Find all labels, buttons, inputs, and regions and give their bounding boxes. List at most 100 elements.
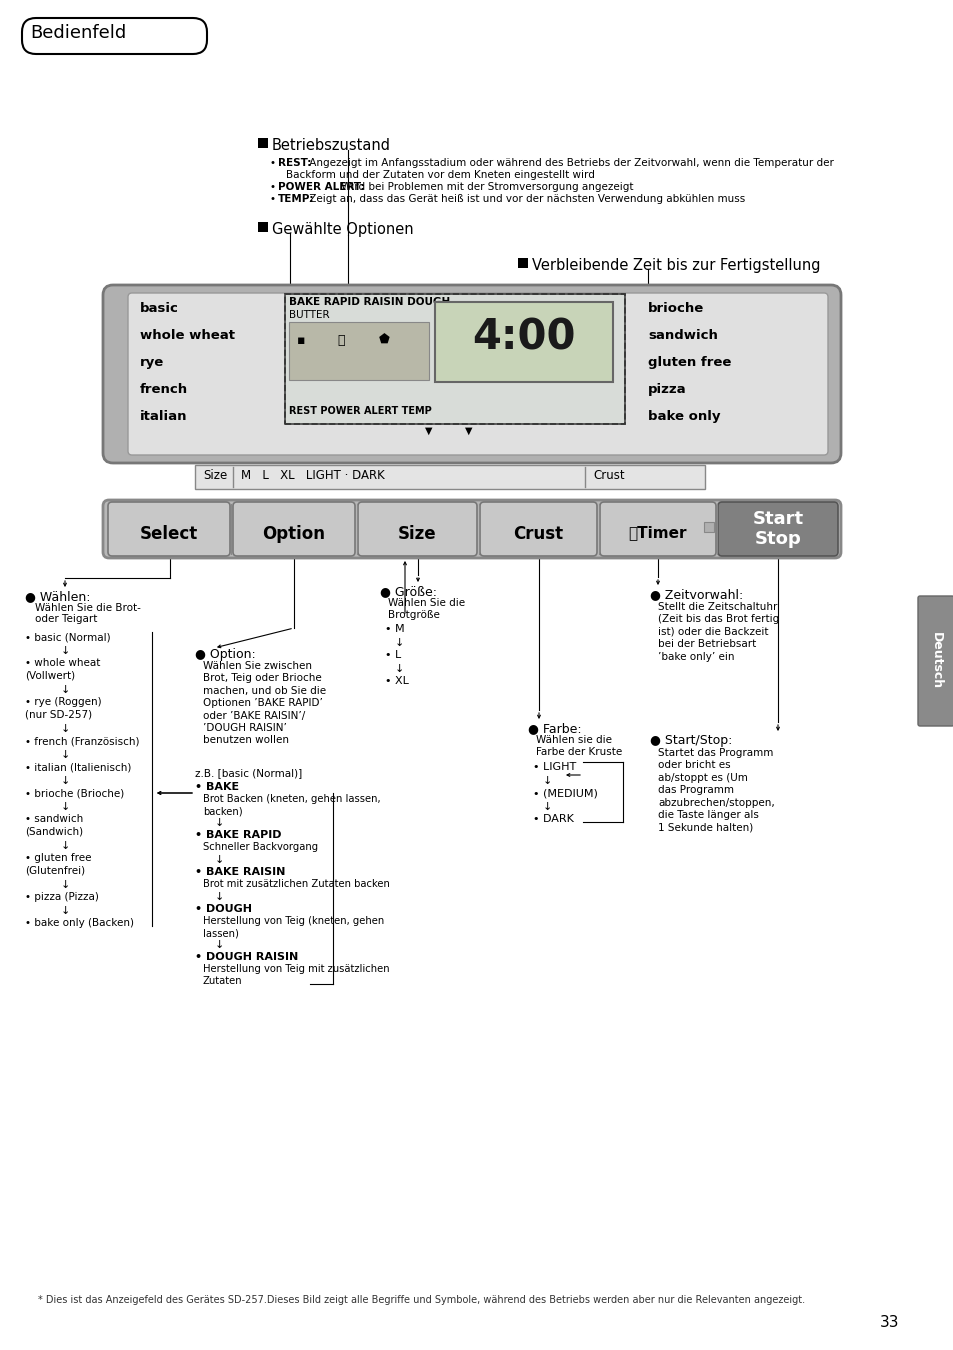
Text: Option: Option bbox=[262, 525, 325, 543]
Text: • M: • M bbox=[385, 624, 404, 634]
Text: Brot mit zusätzlichen Zutaten backen: Brot mit zusätzlichen Zutaten backen bbox=[203, 879, 390, 890]
FancyBboxPatch shape bbox=[128, 293, 827, 455]
Text: french: french bbox=[140, 383, 188, 396]
Bar bbox=[194, 464, 704, 489]
Text: ● Farbe:: ● Farbe: bbox=[527, 722, 581, 734]
Text: ↓: ↓ bbox=[60, 684, 70, 695]
Text: Backform und der Zutaten vor dem Kneten eingestellt wird: Backform und der Zutaten vor dem Kneten … bbox=[286, 170, 595, 180]
Bar bbox=[285, 294, 624, 424]
Text: ● Größe:: ● Größe: bbox=[379, 585, 436, 598]
Text: Wird bei Problemen mit der Stromversorgung angezeigt: Wird bei Problemen mit der Stromversorgu… bbox=[337, 182, 633, 192]
Text: ↓: ↓ bbox=[60, 880, 70, 890]
Text: ↓: ↓ bbox=[214, 855, 224, 865]
FancyBboxPatch shape bbox=[599, 502, 716, 556]
Text: Wählen sie die: Wählen sie die bbox=[536, 734, 612, 745]
Text: • french (Französisch): • french (Französisch) bbox=[25, 736, 139, 747]
Text: ● Zeitvorwahl:: ● Zeitvorwahl: bbox=[649, 589, 742, 601]
FancyBboxPatch shape bbox=[108, 502, 230, 556]
Bar bbox=[517, 258, 527, 269]
FancyBboxPatch shape bbox=[22, 18, 207, 54]
Text: • BAKE RAISIN: • BAKE RAISIN bbox=[194, 867, 285, 878]
Text: ↓: ↓ bbox=[214, 940, 224, 950]
Text: ↓: ↓ bbox=[214, 892, 224, 902]
Text: Verbleibende Zeit bis zur Fertigstellung: Verbleibende Zeit bis zur Fertigstellung bbox=[532, 258, 820, 273]
Text: Stop: Stop bbox=[754, 531, 801, 548]
FancyBboxPatch shape bbox=[103, 500, 841, 558]
Text: Betriebszustand: Betriebszustand bbox=[272, 138, 391, 153]
Text: ↓: ↓ bbox=[60, 906, 70, 917]
Text: Crust: Crust bbox=[593, 468, 624, 482]
Text: • XL: • XL bbox=[385, 676, 409, 686]
Text: ▪: ▪ bbox=[296, 333, 305, 347]
Text: Zeigt an, dass das Gerät heiß ist und vor der nächsten Verwendung abkühlen muss: Zeigt an, dass das Gerät heiß ist und vo… bbox=[306, 194, 744, 204]
Text: Angezeigt im Anfangsstadium oder während des Betriebs der Zeitvorwahl, wenn die : Angezeigt im Anfangsstadium oder während… bbox=[306, 158, 833, 167]
Text: Size: Size bbox=[203, 468, 227, 482]
FancyBboxPatch shape bbox=[479, 502, 597, 556]
Text: rye: rye bbox=[140, 356, 164, 369]
Text: REST POWER ALERT TEMP: REST POWER ALERT TEMP bbox=[289, 406, 432, 416]
Text: 4:00: 4:00 bbox=[472, 316, 576, 358]
Text: ● Wählen:: ● Wählen: bbox=[25, 590, 91, 603]
Bar bbox=[435, 302, 613, 382]
Text: ▼: ▼ bbox=[464, 427, 472, 436]
Text: ↓: ↓ bbox=[60, 776, 70, 786]
Text: • rye (Roggen)
(nur SD-257): • rye (Roggen) (nur SD-257) bbox=[25, 697, 102, 720]
Text: ↓: ↓ bbox=[395, 639, 404, 648]
Text: oder Teigart: oder Teigart bbox=[35, 614, 97, 624]
Text: ● Option:: ● Option: bbox=[194, 648, 255, 662]
Text: ● Start/Stop:: ● Start/Stop: bbox=[649, 734, 732, 747]
Text: • italian (Italienisch): • italian (Italienisch) bbox=[25, 761, 132, 772]
Text: Herstellung von Teig (kneten, gehen
lassen): Herstellung von Teig (kneten, gehen lass… bbox=[203, 917, 384, 938]
Text: ↓: ↓ bbox=[60, 647, 70, 656]
Text: • sandwich
(Sandwich): • sandwich (Sandwich) bbox=[25, 814, 83, 837]
Text: ↓: ↓ bbox=[60, 724, 70, 734]
Text: Wählen Sie zwischen
Brot, Teig oder Brioche
machen, und ob Sie die
Optionen ’BAK: Wählen Sie zwischen Brot, Teig oder Brio… bbox=[203, 662, 326, 745]
Text: sandwich: sandwich bbox=[647, 329, 717, 342]
Text: • pizza (Pizza): • pizza (Pizza) bbox=[25, 892, 99, 902]
Text: ↓: ↓ bbox=[542, 802, 552, 811]
Text: Herstellung von Teig mit zusätzlichen
Zutaten: Herstellung von Teig mit zusätzlichen Zu… bbox=[203, 964, 389, 987]
Text: POWER ALERT:: POWER ALERT: bbox=[277, 182, 364, 192]
Text: Farbe der Kruste: Farbe der Kruste bbox=[536, 747, 621, 757]
Text: M   L   XL   LIGHT · DARK: M L XL LIGHT · DARK bbox=[241, 468, 384, 482]
Text: ↓: ↓ bbox=[395, 664, 404, 674]
Text: TEMP:: TEMP: bbox=[277, 194, 314, 204]
Text: • gluten free
(Glutenfrei): • gluten free (Glutenfrei) bbox=[25, 853, 91, 875]
Text: ▼: ▼ bbox=[424, 427, 432, 436]
Text: ↓: ↓ bbox=[60, 802, 70, 811]
Text: • DARK: • DARK bbox=[533, 814, 574, 824]
Text: • (MEDIUM): • (MEDIUM) bbox=[533, 788, 598, 798]
FancyBboxPatch shape bbox=[718, 502, 837, 556]
Text: italian: italian bbox=[140, 410, 188, 423]
Text: Start: Start bbox=[752, 510, 802, 528]
Text: whole wheat: whole wheat bbox=[140, 329, 234, 342]
Text: Bedienfeld: Bedienfeld bbox=[30, 24, 126, 42]
FancyBboxPatch shape bbox=[103, 285, 841, 463]
Text: Deutsch: Deutsch bbox=[928, 632, 942, 690]
Text: • DOUGH: • DOUGH bbox=[194, 904, 252, 914]
FancyBboxPatch shape bbox=[233, 502, 355, 556]
Text: Wählen Sie die Brot-: Wählen Sie die Brot- bbox=[35, 603, 141, 613]
Text: z.B. [basic (Normal)]: z.B. [basic (Normal)] bbox=[194, 768, 302, 778]
Text: pizza: pizza bbox=[647, 383, 686, 396]
Bar bbox=[285, 294, 624, 424]
FancyBboxPatch shape bbox=[357, 502, 476, 556]
Text: ↓: ↓ bbox=[60, 751, 70, 760]
Bar bbox=[703, 522, 713, 532]
Text: Brot Backen (kneten, gehen lassen,
backen): Brot Backen (kneten, gehen lassen, backe… bbox=[203, 794, 380, 817]
Text: Startet das Programm
oder bricht es
ab/stoppt es (Um
das Programm
abzubrechen/st: Startet das Programm oder bricht es ab/s… bbox=[658, 748, 774, 833]
Text: ⏱Timer: ⏱Timer bbox=[628, 525, 686, 540]
Text: • whole wheat
(Vollwert): • whole wheat (Vollwert) bbox=[25, 657, 100, 680]
Text: •: • bbox=[270, 158, 279, 167]
Text: BUTTER: BUTTER bbox=[289, 310, 330, 320]
Text: • BAKE: • BAKE bbox=[194, 782, 239, 792]
Text: • BAKE RAPID: • BAKE RAPID bbox=[194, 830, 281, 840]
Text: Size: Size bbox=[397, 525, 436, 543]
Text: ↓: ↓ bbox=[60, 841, 70, 850]
Text: Schneller Backvorgang: Schneller Backvorgang bbox=[203, 842, 317, 852]
Text: •: • bbox=[270, 182, 279, 192]
Text: ↓: ↓ bbox=[542, 776, 552, 786]
Bar bbox=[257, 221, 268, 232]
Text: gluten free: gluten free bbox=[647, 356, 731, 369]
Text: 🍞: 🍞 bbox=[336, 333, 344, 347]
